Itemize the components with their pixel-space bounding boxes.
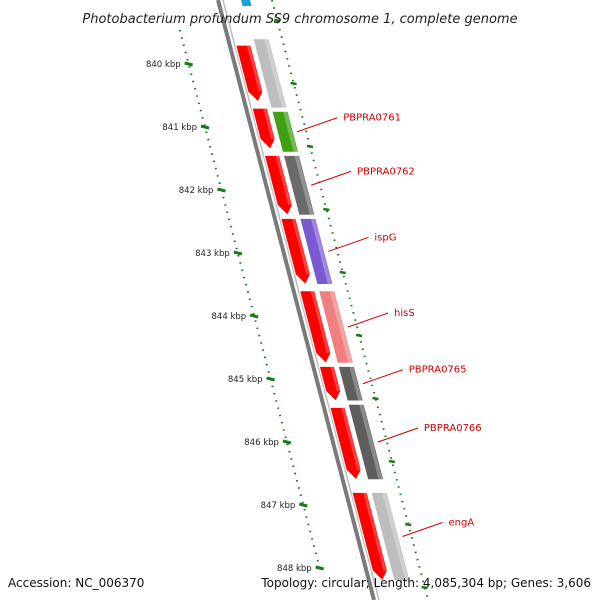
gc-track-tick <box>339 270 346 275</box>
reverse-feature <box>317 290 355 364</box>
scale-tick-label: 845 kbp <box>228 375 263 385</box>
forward-cds-highlight <box>340 407 361 470</box>
gene-label: PBPRA0766 <box>424 423 482 434</box>
gc-track-tick <box>355 333 363 338</box>
gene-label: engA <box>448 518 474 529</box>
gene-label-leader <box>297 117 338 133</box>
gene-label-leader <box>402 522 443 537</box>
reverse-feature-highlight <box>310 218 332 285</box>
scale-tick <box>184 61 194 67</box>
scale-tick-label: 844 kbp <box>212 312 247 322</box>
scale-tick-label: 841 kbp <box>162 123 197 133</box>
reverse-feature-highlight <box>264 38 287 109</box>
reverse-feature-highlight <box>282 111 298 153</box>
scale-tick-label: 842 kbp <box>179 186 214 196</box>
scale-tick-label: 847 kbp <box>261 501 296 511</box>
scale-tick <box>282 439 292 445</box>
scale-tick-label: 846 kbp <box>244 438 279 448</box>
gene-label-leader <box>377 427 419 443</box>
backbone-line <box>216 0 376 600</box>
reverse-feature <box>347 403 385 481</box>
gene-label-leader <box>328 236 369 252</box>
forward-cds-highlight <box>246 45 262 92</box>
scale-tick <box>249 313 259 319</box>
forward-cds-arrow <box>251 107 276 150</box>
scale-tick-label: 843 kbp <box>195 249 230 259</box>
forward-cds-arrow <box>318 365 342 402</box>
scale-tick <box>266 376 275 382</box>
gc-track-tick <box>405 522 412 527</box>
backbone-inner-line <box>222 0 380 600</box>
scale-dotted-track <box>178 29 322 573</box>
forward-cds-arrow <box>298 290 332 365</box>
scale-tick <box>233 250 243 256</box>
gene-label-leader <box>362 369 403 385</box>
forward-cds-arrow <box>235 44 264 103</box>
reverse-feature <box>282 154 316 216</box>
gc-track-tick <box>372 396 379 401</box>
scale-tick <box>315 565 325 571</box>
genome-summary: Topology: circular; Length: 4,085,304 bp… <box>260 576 591 590</box>
reverse-feature <box>299 217 334 285</box>
gene-label: PBPRA0762 <box>357 166 415 177</box>
scale-tick <box>217 187 226 193</box>
gene-label: PBPRA0761 <box>343 113 401 124</box>
reverse-feature-highlight <box>359 404 383 480</box>
gc-track-tick <box>290 81 297 86</box>
forward-cds-highlight <box>310 290 330 354</box>
reverse-feature <box>252 38 288 109</box>
gene-label-leader <box>347 312 389 328</box>
forward-cds-highlight <box>263 108 275 140</box>
gene-label: PBPRA0765 <box>409 365 467 376</box>
forward-cds-highlight <box>330 366 340 392</box>
gc-track-tick <box>273 18 281 23</box>
gc-track-tick <box>323 207 330 212</box>
reverse-feature <box>271 110 300 153</box>
reverse-feature <box>370 491 411 582</box>
forward-cds-arrow <box>263 154 293 217</box>
reverse-feature-highlight <box>382 492 409 581</box>
forward-cds-highlight <box>363 492 387 571</box>
gene-label-leader <box>311 170 352 186</box>
gc-track-tick <box>388 459 396 464</box>
reverse-feature-highlight <box>294 155 314 216</box>
forward-cds-arrow <box>351 491 388 582</box>
forward-cds-highlight <box>291 218 310 275</box>
forward-cds-arrow <box>280 217 311 286</box>
gene-label: ispG <box>374 232 396 243</box>
forward-cds-arrow <box>329 406 362 481</box>
gc-track-tick <box>421 585 428 590</box>
scale-tick <box>298 502 308 508</box>
reverse-feature <box>337 365 364 402</box>
gene-label: hisS <box>394 308 415 319</box>
scale-tick <box>200 124 210 130</box>
map-title: Photobacterium profundum SS9 chromosome … <box>82 12 517 27</box>
scale-tick-label: 840 kbp <box>146 60 181 70</box>
accession-label: Accession: NC_006370 <box>8 576 144 590</box>
reverse-feature-highlight <box>329 290 353 364</box>
forward-cds-highlight <box>275 155 292 206</box>
reverse-feature-highlight <box>349 366 363 402</box>
top-edge-feature <box>241 0 252 6</box>
gc-track-tick <box>306 144 314 149</box>
scale-tick-label: 848 kbp <box>277 564 312 574</box>
